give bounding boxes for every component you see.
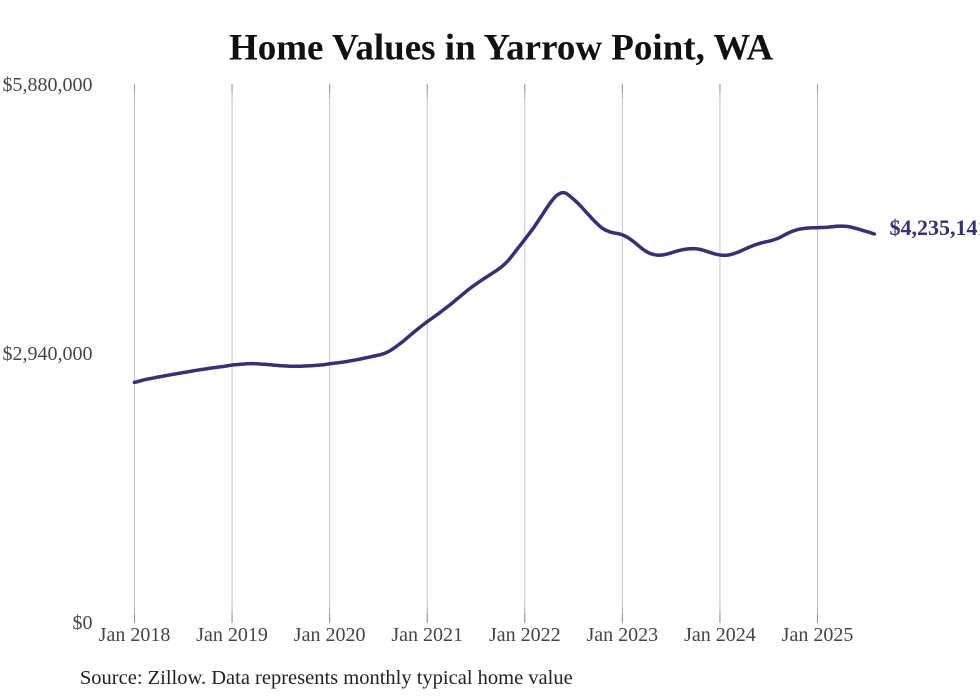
svg-text:$2,940,000: $2,940,000 <box>3 343 93 365</box>
svg-text:Jan 2022: Jan 2022 <box>489 624 561 646</box>
svg-text:Jan 2019: Jan 2019 <box>196 624 268 646</box>
svg-text:Jan 2021: Jan 2021 <box>391 624 463 646</box>
svg-text:Jan 2018: Jan 2018 <box>99 624 171 646</box>
svg-text:$4,235,141: $4,235,141 <box>890 215 980 240</box>
svg-text:$0: $0 <box>73 612 93 634</box>
svg-text:Jan 2020: Jan 2020 <box>294 624 366 646</box>
svg-text:$5,880,000: $5,880,000 <box>3 74 93 96</box>
svg-text:Source: Zillow. Data represent: Source: Zillow. Data represents monthly … <box>80 667 573 689</box>
svg-text:Jan 2023: Jan 2023 <box>587 624 659 646</box>
svg-text:Home Values in Yarrow Point, W: Home Values in Yarrow Point, WA <box>229 28 773 69</box>
svg-text:Jan 2024: Jan 2024 <box>684 624 756 646</box>
svg-text:Jan 2025: Jan 2025 <box>782 624 854 646</box>
